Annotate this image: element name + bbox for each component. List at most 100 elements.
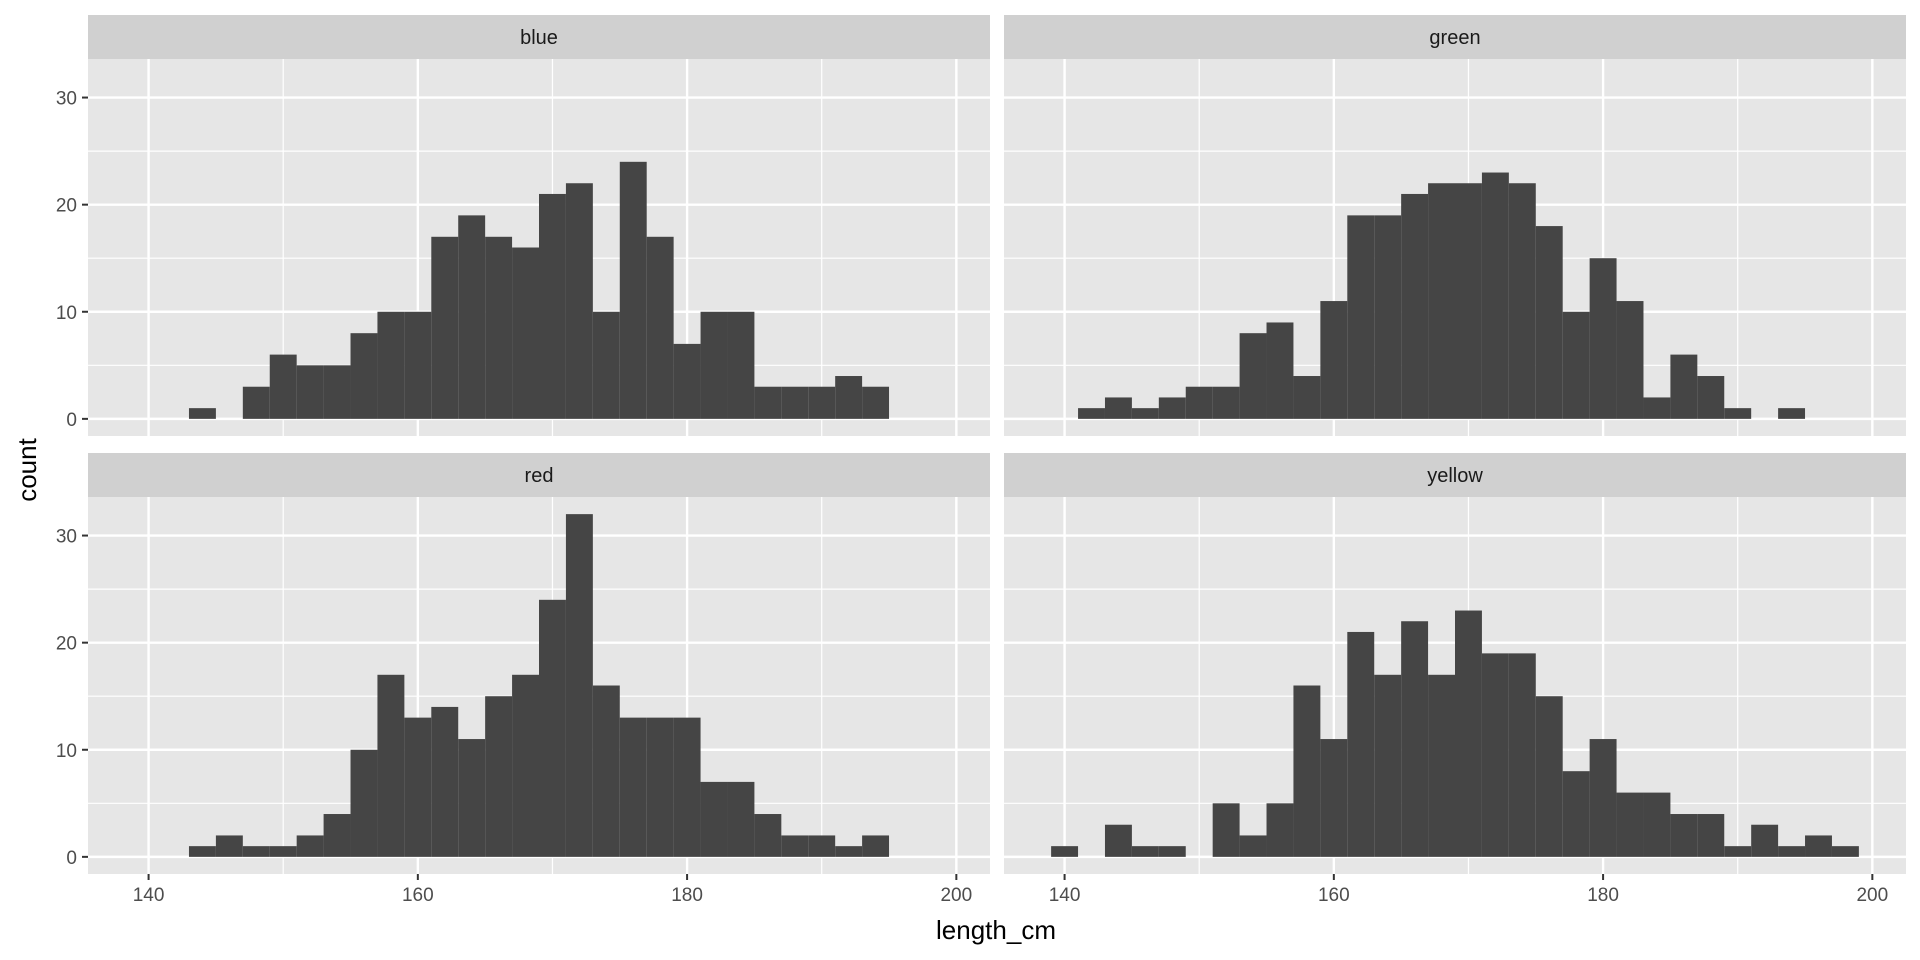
facet-strip-label: blue bbox=[520, 27, 558, 49]
histogram-bar bbox=[592, 311, 620, 419]
histogram-bar bbox=[1185, 386, 1213, 419]
facet-strip-label: yellow bbox=[1427, 465, 1483, 487]
x-tick-label: 200 bbox=[1856, 885, 1888, 906]
y-tick-label: 10 bbox=[56, 303, 77, 324]
histogram-bar bbox=[1697, 814, 1725, 857]
facet-strip bbox=[88, 453, 990, 497]
histogram-bar bbox=[458, 215, 486, 419]
histogram-bar bbox=[781, 386, 809, 419]
histogram-bar bbox=[1751, 824, 1779, 857]
facet-strip bbox=[1004, 453, 1906, 497]
histogram-bar bbox=[242, 846, 270, 857]
histogram-bar bbox=[539, 193, 566, 419]
y-tick-label: 30 bbox=[56, 527, 77, 548]
x-tick-label: 140 bbox=[1049, 885, 1081, 906]
histogram-bar bbox=[1347, 631, 1375, 857]
histogram-bar bbox=[754, 814, 782, 857]
histogram-bar bbox=[1158, 846, 1186, 857]
histogram-bar bbox=[808, 835, 836, 857]
histogram-bar bbox=[781, 835, 809, 857]
histogram-bar bbox=[835, 376, 863, 419]
y-axis-title: count bbox=[12, 437, 42, 501]
histogram-bar bbox=[862, 835, 890, 857]
histogram-bar bbox=[431, 706, 459, 857]
histogram-bar bbox=[1535, 696, 1563, 857]
histogram-bar bbox=[673, 343, 701, 419]
facet-blue: blue bbox=[88, 15, 990, 436]
histogram-bar bbox=[565, 514, 593, 857]
axes: 0 10 20 30 0 10 20 30 140 160 180 200 140 160 180 200 bbox=[56, 89, 1888, 906]
histogram-bar bbox=[512, 247, 539, 419]
y-tick-label: 10 bbox=[56, 741, 77, 762]
x-tick-label: 200 bbox=[940, 885, 972, 906]
histogram-bar bbox=[646, 717, 674, 857]
histogram-bar bbox=[512, 674, 539, 857]
histogram-bar bbox=[700, 781, 728, 857]
histogram-bar bbox=[1051, 846, 1079, 857]
histogram-bar bbox=[1158, 397, 1186, 419]
histogram-bar bbox=[377, 674, 405, 857]
histogram-bar bbox=[1212, 803, 1240, 857]
histogram-bar bbox=[1831, 846, 1859, 857]
histogram-bar bbox=[1428, 183, 1455, 419]
histogram-bar bbox=[1778, 408, 1806, 419]
histogram-bar bbox=[539, 599, 566, 857]
histogram-bar bbox=[1589, 739, 1617, 857]
histogram-bar bbox=[1455, 183, 1482, 419]
histogram-bar bbox=[1078, 408, 1105, 419]
histogram-bar bbox=[1724, 846, 1752, 857]
histogram-bar bbox=[862, 386, 890, 419]
histogram-bar bbox=[485, 696, 513, 857]
histogram-bar bbox=[404, 311, 432, 419]
histogram-bar bbox=[350, 749, 378, 857]
histogram-bar bbox=[1266, 322, 1294, 419]
histogram-bar bbox=[242, 386, 270, 419]
histogram-bar bbox=[1428, 674, 1455, 857]
histogram-bar bbox=[404, 717, 432, 857]
histogram-bar bbox=[592, 685, 620, 857]
histogram-bar bbox=[1320, 301, 1348, 419]
histogram-bar bbox=[1212, 386, 1240, 419]
facet-panels: blue green red yellow bbox=[88, 15, 1906, 874]
histogram-bar bbox=[1643, 792, 1671, 857]
histogram-bar bbox=[1455, 610, 1482, 857]
histogram-bar bbox=[1401, 621, 1429, 857]
histogram-bar bbox=[1670, 354, 1698, 419]
histogram-bar bbox=[215, 835, 243, 857]
histogram-bar bbox=[673, 717, 701, 857]
histogram-bar bbox=[619, 717, 647, 857]
histogram-bar bbox=[565, 183, 593, 419]
x-tick-label: 140 bbox=[133, 885, 165, 906]
y-tick-label: 0 bbox=[66, 410, 77, 431]
histogram-bar bbox=[1481, 172, 1509, 419]
histogram-bar bbox=[1347, 215, 1375, 419]
histogram-bar bbox=[1778, 846, 1806, 857]
facet-yellow: yellow bbox=[1004, 453, 1906, 874]
histogram-bar bbox=[458, 739, 486, 857]
histogram-bar bbox=[754, 386, 782, 419]
histogram-bar bbox=[727, 781, 755, 857]
facet-green: green bbox=[1004, 15, 1906, 436]
histogram-bar bbox=[1508, 183, 1536, 419]
histogram-bar bbox=[269, 354, 297, 419]
histogram-bar bbox=[1131, 408, 1159, 419]
facet-strip bbox=[88, 15, 990, 59]
histogram-bar bbox=[323, 365, 351, 419]
histogram-bar bbox=[323, 814, 351, 857]
y-tick-label: 0 bbox=[66, 848, 77, 869]
facet-strip bbox=[1004, 15, 1906, 59]
histogram-bar bbox=[377, 311, 405, 419]
histogram-bar bbox=[1239, 835, 1267, 857]
facet-strip-label: red bbox=[525, 465, 554, 487]
y-tick-label: 20 bbox=[56, 196, 77, 217]
histogram-bar bbox=[296, 835, 324, 857]
x-tick-label: 160 bbox=[1318, 885, 1350, 906]
facet-strip-label: green bbox=[1429, 27, 1480, 49]
x-axis-title: length_cm bbox=[936, 915, 1056, 945]
histogram-bar bbox=[1508, 653, 1536, 857]
histogram-bar bbox=[646, 236, 674, 419]
histogram-bar bbox=[1401, 193, 1429, 419]
histogram-bar bbox=[1589, 258, 1617, 419]
histogram-bar bbox=[1616, 792, 1644, 857]
